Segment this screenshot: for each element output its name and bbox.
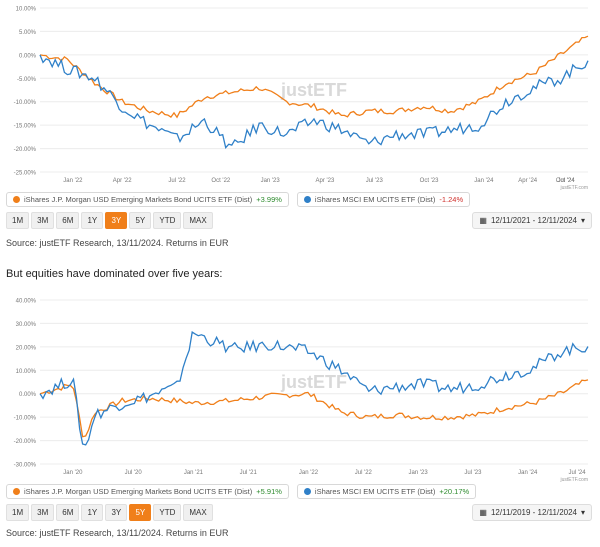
legend-dot-icon <box>303 488 311 495</box>
chart-1-range-selector: 1M 3M 6M 1Y 3Y 5Y YTD MAX <box>6 212 213 229</box>
chart-2-date-range: 12/11/2019 - 12/11/2024 <box>490 508 577 517</box>
chart-2-x-tick-label: Jul '22 <box>355 470 373 476</box>
chart-1-watermark: justETF <box>280 80 347 100</box>
chart-2-x-tick-label: Jan '24 <box>518 470 538 476</box>
chart-2-x-tick-label: Jul '21 <box>240 470 258 476</box>
chart-2-legend-item[interactable]: iShares MSCI EM UCITS ETF (Dist) +20.17% <box>296 484 477 499</box>
chart-1-x-tick-label: Jul '22 <box>168 178 186 184</box>
chart-2-x-tick-label: Jul '23 <box>464 470 482 476</box>
chart-2-series-line-blue <box>39 331 589 446</box>
section-heading: But equities have dominated over five ye… <box>6 268 223 280</box>
chevron-down-icon: ▾ <box>580 508 585 517</box>
chart-2-range-5y-button[interactable]: 5Y <box>129 504 152 521</box>
chart-1-range-1y-button[interactable]: 1Y <box>81 212 104 229</box>
chart-2: 40.00% 30.00% 20.00% 10.00% 0.00% -10.00% -20.… <box>0 292 600 487</box>
chart-1-range-ytd-button[interactable]: YTD <box>153 212 182 229</box>
chart-2-y-tick-label: 20.00% <box>16 345 37 351</box>
chart-2-legend-item[interactable]: iShares J.P. Morgan USD Emerging Markets… <box>6 484 289 499</box>
chart-2-x-tick-label: Jul '24 <box>568 470 586 476</box>
chart-1-range-max-button[interactable]: MAX <box>183 212 213 229</box>
chart-1-y-tick-label: 0.00% <box>19 53 37 59</box>
chart-1-legend-name: iShares MSCI EM UCITS ETF (Dist) <box>314 195 436 204</box>
chart-1-x-tick-label: Jul '23 <box>366 178 384 184</box>
chart-1-series-line-blue <box>39 54 589 149</box>
chart-2-y-tick-label: -10.00% <box>14 416 37 422</box>
chart-1-x-tick-label: Jul '24 <box>558 178 576 184</box>
chart-1-source: Source: justETF Research, 13/11/2024. Re… <box>6 238 229 248</box>
chart-1-y-tick-label: -5.00% <box>17 77 37 83</box>
chart-2-range-3m-button[interactable]: 3M <box>31 504 55 521</box>
chart-1-range-3y-button[interactable]: 3Y <box>105 212 128 229</box>
chart-2-range-selector: 1M 3M 6M 1Y 3Y 5Y YTD MAX <box>6 504 213 521</box>
chart-1-x-tick-label: Oct '22 <box>211 178 230 184</box>
chart-2-range-1m-button[interactable]: 1M <box>6 504 30 521</box>
legend-dot-icon <box>13 196 20 203</box>
chart-2-x-tick-label: Jan '20 <box>63 470 83 476</box>
chart-1-range-1m-button[interactable]: 1M <box>6 212 30 229</box>
chart-2-y-tick-label: -20.00% <box>14 439 37 445</box>
chart-1: 10.00% 5.00% 0.00% -5.00% -10.00% -15.00% -20.… <box>0 0 600 195</box>
chart-1-x-tick-label: Oct '24 <box>556 178 575 184</box>
chart-1-date-picker[interactable]: ▦ 12/11/2021 - 12/11/2024 ▾ <box>472 212 592 229</box>
chart-2-x-tick-label: Jan '22 <box>299 470 319 476</box>
calendar-icon: ▦ <box>479 216 487 225</box>
chart-1-y-tick-label: -20.00% <box>14 147 37 153</box>
chart-1-x-tick-label: Jan '23 <box>261 178 281 184</box>
chart-2-x-tick-label: Jul '20 <box>125 470 143 476</box>
chart-1-range-3m-button[interactable]: 3M <box>31 212 55 229</box>
chart-2-date-picker[interactable]: ▦ 12/11/2019 - 12/11/2024 ▾ <box>472 504 592 521</box>
chart-2-range-max-button[interactable]: MAX <box>183 504 213 521</box>
chart-1-series-line-orange <box>39 35 589 119</box>
chart-2-range-3y-button[interactable]: 3Y <box>105 504 128 521</box>
chart-1-legend-item[interactable]: iShares J.P. Morgan USD Emerging Markets… <box>6 192 289 207</box>
chart-1-y-tick-label: -10.00% <box>14 100 37 106</box>
chart-2-legend-name: iShares MSCI EM UCITS ETF (Dist) <box>314 487 436 496</box>
chart-2-range-6m-button[interactable]: 6M <box>56 504 80 521</box>
chart-2-y-tick-label: 40.00% <box>16 299 37 305</box>
chart-1-plot: 10.00% 5.00% 0.00% -5.00% -10.00% -15.00% -20.… <box>14 7 589 191</box>
chart-2-y-tick-label: 30.00% <box>16 322 37 328</box>
chart-1-range-6m-button[interactable]: 6M <box>56 212 80 229</box>
chart-2-range-1y-button[interactable]: 1Y <box>81 504 104 521</box>
chart-1-legend-change: -1.24% <box>439 195 464 204</box>
chart-1-x-tick-label: Oct '23 <box>420 178 439 184</box>
chart-2-legend: iShares J.P. Morgan USD Emerging Markets… <box>6 484 477 499</box>
chart-2-y-tick-label: -30.00% <box>14 463 37 469</box>
chart-1-x-tick-label: Apr '22 <box>113 178 132 184</box>
chart-2-source: Source: justETF Research, 13/11/2024. Re… <box>6 528 229 538</box>
legend-dot-icon <box>13 488 20 495</box>
chart-1-x-tick-label: Apr '24 <box>518 178 537 184</box>
chart-1-date-range: 12/11/2021 - 12/11/2024 <box>490 216 577 225</box>
chart-2-plot: 40.00% 30.00% 20.00% 10.00% 0.00% -10.00% -20.… <box>14 299 589 483</box>
chart-2-legend-change: +20.17% <box>439 487 470 496</box>
chart-1-x-tick-label: Jan '22 <box>63 178 83 184</box>
chart-2-y-tick-label: 10.00% <box>16 369 37 375</box>
chart-2-legend-name: iShares J.P. Morgan USD Emerging Markets… <box>24 487 253 496</box>
chart-1-y-tick-label: -25.00% <box>14 171 37 177</box>
chevron-down-icon: ▾ <box>580 216 585 225</box>
chart-2-series-line-orange <box>39 379 589 438</box>
chart-2-credit: justETF.com <box>559 477 588 482</box>
legend-dot-icon <box>303 196 311 203</box>
chart-1-y-tick-label: -15.00% <box>14 124 37 130</box>
chart-1-credit: justETF.com <box>559 185 588 190</box>
chart-2-x-tick-label: Jan '21 <box>184 470 204 476</box>
chart-2-legend-change: +5.91% <box>256 487 282 496</box>
chart-1-y-tick-label: 10.00% <box>16 7 37 13</box>
chart-2-x-tick-label: Jan '23 <box>409 470 429 476</box>
chart-2-watermark: justETF <box>280 372 347 392</box>
chart-1-range-5y-button[interactable]: 5Y <box>129 212 152 229</box>
chart-1-legend-name: iShares J.P. Morgan USD Emerging Markets… <box>24 195 253 204</box>
chart-2-y-tick-label: 0.00% <box>19 392 37 398</box>
chart-1-legend-change: +3.99% <box>256 195 282 204</box>
chart-1-legend-item[interactable]: iShares MSCI EM UCITS ETF (Dist) -1.24% <box>296 192 471 207</box>
chart-2-range-ytd-button[interactable]: YTD <box>153 504 182 521</box>
chart-1-y-tick-label: 5.00% <box>19 30 37 36</box>
chart-1-x-tick-label: Apr '23 <box>316 178 335 184</box>
calendar-icon: ▦ <box>479 508 487 517</box>
chart-1-legend: iShares J.P. Morgan USD Emerging Markets… <box>6 192 471 207</box>
chart-1-x-tick-label: Jan '24 <box>474 178 494 184</box>
